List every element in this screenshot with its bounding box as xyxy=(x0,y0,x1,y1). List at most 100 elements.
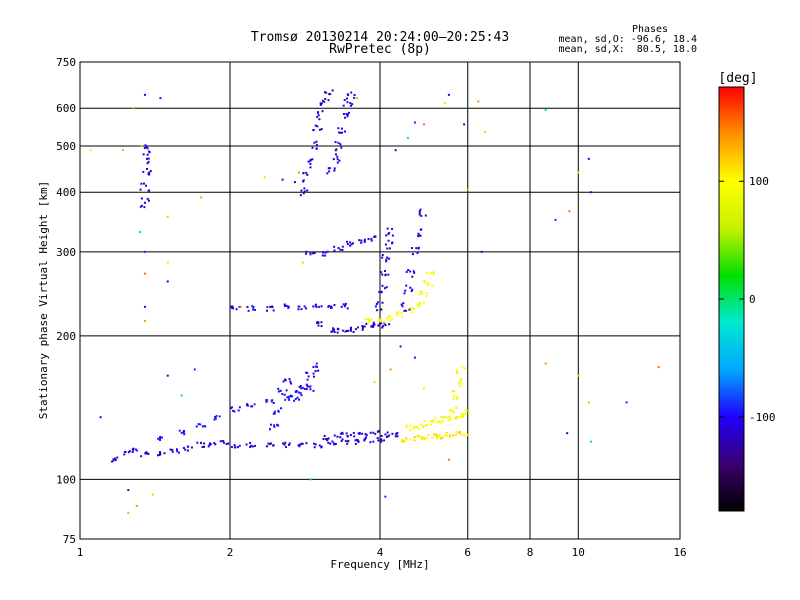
data-point xyxy=(301,261,304,264)
data-point xyxy=(132,448,135,451)
data-point xyxy=(313,446,316,449)
data-point xyxy=(566,432,569,435)
data-point xyxy=(413,307,416,310)
data-point xyxy=(207,445,210,448)
data-point xyxy=(461,365,464,368)
data-point xyxy=(305,252,308,255)
data-point xyxy=(306,378,309,381)
data-point xyxy=(589,191,592,194)
data-point xyxy=(397,311,400,314)
data-point xyxy=(460,382,463,385)
data-point xyxy=(361,432,364,435)
data-point xyxy=(288,378,291,381)
data-point xyxy=(124,450,127,453)
y-tick-label: 400 xyxy=(56,186,76,199)
data-point xyxy=(421,292,424,295)
data-point xyxy=(311,146,314,149)
data-point xyxy=(146,452,149,455)
data-point xyxy=(245,443,248,446)
data-point xyxy=(423,420,426,423)
data-point xyxy=(272,401,275,404)
data-point xyxy=(306,189,309,192)
data-point xyxy=(367,238,370,241)
data-point xyxy=(317,321,320,324)
data-point xyxy=(369,431,372,434)
data-point xyxy=(375,303,378,306)
data-point xyxy=(344,302,347,305)
data-point xyxy=(332,442,335,445)
data-point xyxy=(453,394,456,397)
data-point xyxy=(288,395,291,398)
data-point xyxy=(160,436,163,439)
data-point xyxy=(246,306,249,309)
data-point xyxy=(235,308,238,311)
data-point xyxy=(351,103,354,106)
data-point xyxy=(346,101,349,104)
data-point xyxy=(452,434,455,437)
data-point xyxy=(372,431,375,434)
data-point xyxy=(427,434,430,437)
data-point xyxy=(285,446,288,449)
data-point xyxy=(148,151,151,154)
data-point xyxy=(324,254,327,257)
data-point xyxy=(402,439,405,442)
x-axis-label: Frequency [MHz] xyxy=(330,558,429,571)
data-point xyxy=(466,188,469,191)
data-point xyxy=(448,414,451,417)
data-point xyxy=(334,442,337,445)
data-point xyxy=(230,306,233,309)
data-point xyxy=(247,404,250,407)
data-point xyxy=(307,375,310,378)
data-point xyxy=(199,441,202,444)
data-point xyxy=(157,454,160,457)
data-point xyxy=(395,432,398,435)
data-point xyxy=(387,315,390,318)
data-point xyxy=(245,404,248,407)
data-point xyxy=(338,159,341,162)
data-point xyxy=(587,157,590,160)
data-point xyxy=(386,247,389,250)
data-point xyxy=(405,425,408,428)
data-point xyxy=(420,435,423,438)
data-point xyxy=(431,436,434,439)
data-point xyxy=(376,437,379,440)
data-point xyxy=(340,127,343,130)
data-point xyxy=(313,252,316,255)
data-point xyxy=(377,324,380,327)
data-point xyxy=(327,99,330,102)
data-point xyxy=(425,295,428,298)
data-point xyxy=(386,256,389,259)
data-point xyxy=(286,396,289,399)
data-point xyxy=(427,282,430,285)
data-point xyxy=(316,115,319,118)
data-point xyxy=(418,293,421,296)
data-point xyxy=(305,388,308,391)
data-point xyxy=(381,273,384,276)
data-point xyxy=(365,322,368,325)
data-point xyxy=(347,94,350,97)
data-point xyxy=(432,271,435,274)
data-point xyxy=(143,146,146,149)
data-point xyxy=(336,161,339,164)
data-point xyxy=(190,446,193,449)
data-point xyxy=(159,436,162,439)
data-point xyxy=(148,171,151,174)
data-point xyxy=(320,325,323,328)
data-point xyxy=(354,328,357,331)
data-point xyxy=(197,423,200,426)
data-point xyxy=(352,432,355,435)
data-point xyxy=(158,453,161,456)
data-point xyxy=(449,409,452,412)
data-point xyxy=(344,305,347,308)
data-point xyxy=(435,433,438,436)
data-point xyxy=(417,232,420,235)
data-point xyxy=(314,365,317,368)
data-point xyxy=(379,320,382,323)
data-point xyxy=(312,389,315,392)
data-point xyxy=(143,305,146,308)
data-point xyxy=(309,388,312,391)
data-point xyxy=(195,425,198,428)
data-point xyxy=(452,411,455,414)
data-point xyxy=(340,440,343,443)
data-point xyxy=(283,393,286,396)
